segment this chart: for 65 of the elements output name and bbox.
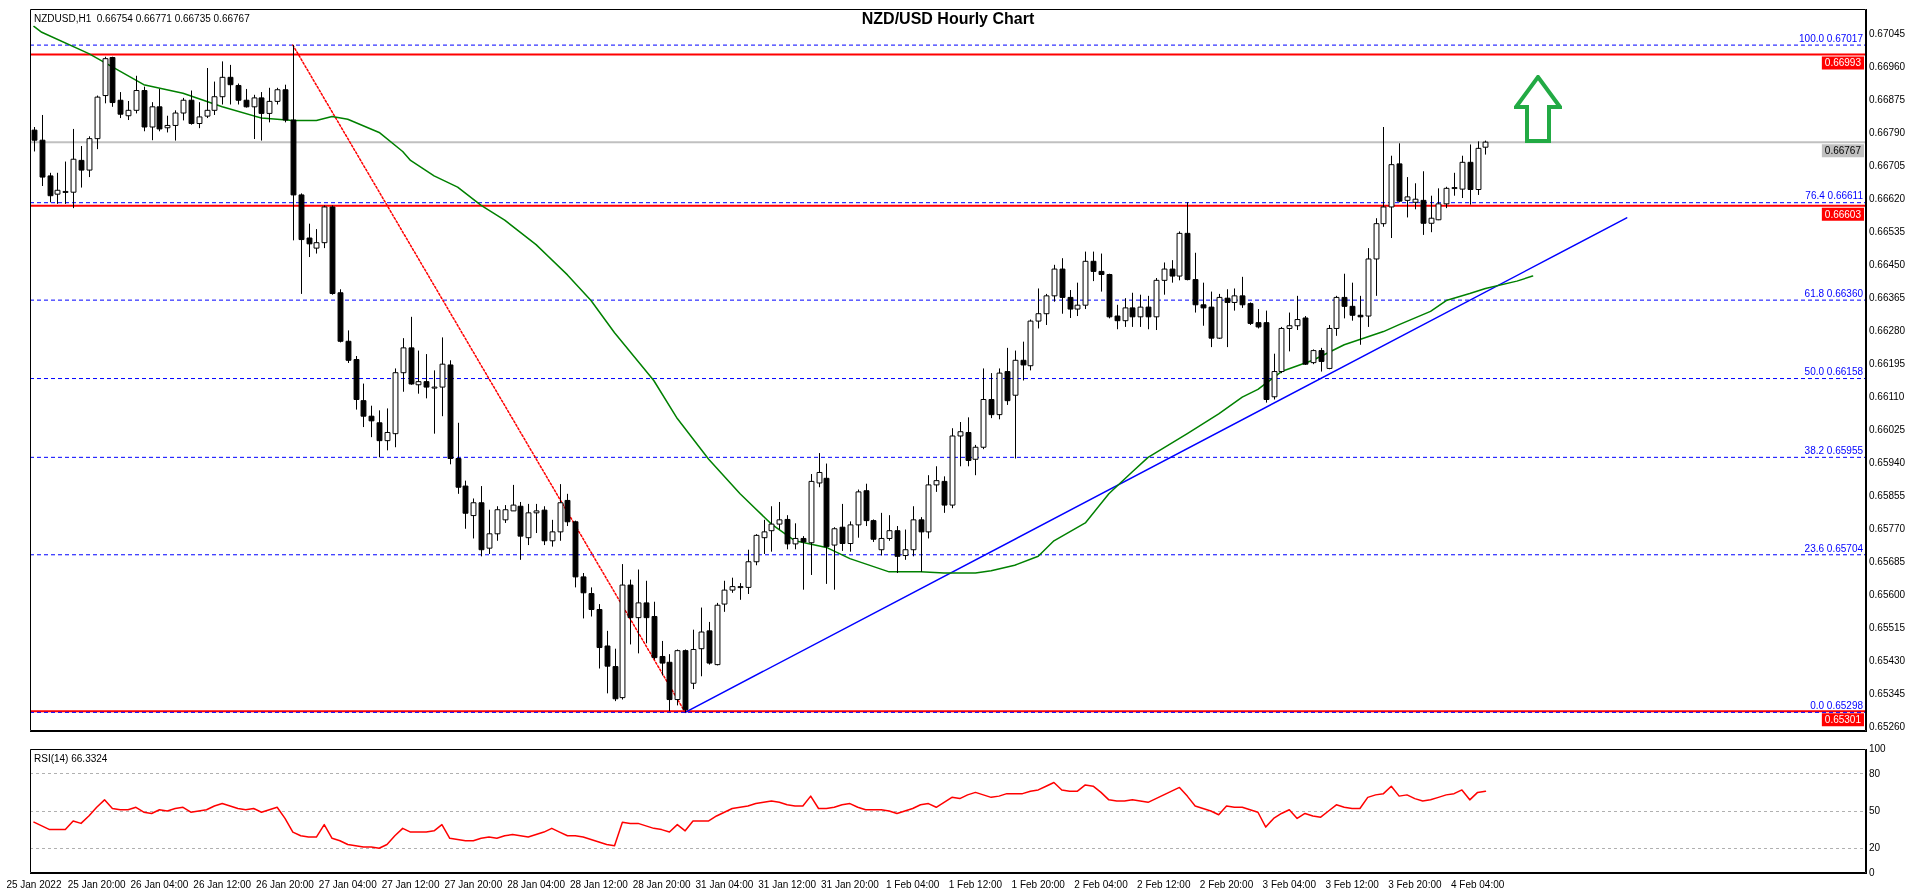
y-tick-label: 0.65430	[1869, 654, 1906, 666]
x-tick-label: 26 Jan 20:00	[256, 878, 315, 890]
y-tick-label: 0.66280	[1869, 324, 1906, 336]
y-tick-label: 0.66110	[1869, 390, 1905, 402]
ref-line-label: 0.66993	[1824, 57, 1862, 69]
ref-line-label: 0.0 0.65298	[1810, 700, 1864, 712]
y-tick-label: 20	[1869, 841, 1881, 853]
y-tick-label: 0.66365	[1869, 291, 1906, 303]
y-tick-label: 100	[1869, 742, 1887, 754]
y-tick-label: 0.65685	[1869, 555, 1906, 567]
annotation: NZDUSD,H1 0.66754 0.66771 0.66735 0.66767	[34, 12, 251, 24]
ref-line-label: 0.66603	[1824, 208, 1862, 220]
ref-line-label: 100.0 0.67017	[1799, 32, 1864, 44]
x-tick-label: 1 Feb 12:00	[948, 878, 1003, 890]
x-tick-label: 26 Jan 12:00	[193, 878, 252, 890]
x-tick-label: 28 Jan 04:00	[507, 878, 566, 890]
y-tick-label: 80	[1869, 767, 1881, 779]
y-tick-label: 0.65770	[1869, 522, 1906, 534]
y-tick-label: 0.65940	[1869, 456, 1906, 468]
ref-line-label: 76.4 0.66611	[1805, 190, 1864, 202]
y-tick-label: 0.66025	[1869, 423, 1906, 435]
x-tick-label: 4 Feb 04:00	[1450, 878, 1505, 890]
ref-line-label: 50.0 0.66158	[1804, 366, 1864, 378]
x-tick-label: 28 Jan 12:00	[569, 878, 629, 890]
x-tick-label: 31 Jan 04:00	[695, 878, 754, 890]
x-tick-label: 2 Feb 12:00	[1137, 878, 1191, 890]
x-tick-label: 25 Jan 20:00	[67, 878, 127, 890]
x-tick-label: 1 Feb 04:00	[886, 878, 940, 890]
y-tick-label: 0.65515	[1869, 621, 1906, 633]
y-tick-label: 50	[1869, 804, 1881, 816]
x-tick-label: 2 Feb 04:00	[1074, 878, 1129, 890]
x-tick-label: 31 Jan 12:00	[758, 878, 817, 890]
x-tick-label: 31 Jan 20:00	[821, 878, 880, 890]
x-tick-label: 27 Jan 12:00	[381, 878, 440, 890]
x-tick-label: 26 Jan 04:00	[130, 878, 189, 890]
y-tick-label: 0	[1869, 866, 1875, 878]
y-tick-label: 0.66875	[1869, 93, 1906, 105]
y-tick-label: 0.66960	[1869, 60, 1906, 72]
x-tick-label: 1 Feb 20:00	[1011, 878, 1066, 890]
y-tick-label: 0.66535	[1869, 225, 1906, 237]
y-tick-label: 0.65600	[1869, 588, 1906, 600]
x-tick-label: 2 Feb 20:00	[1199, 878, 1254, 890]
y-tick-label: 0.66790	[1869, 126, 1906, 138]
x-tick-label: 25 Jan 2022	[6, 878, 62, 890]
ref-line-label: 0.66767	[1824, 144, 1862, 156]
x-tick-label: 27 Jan 20:00	[444, 878, 503, 890]
x-tick-label: 27 Jan 04:00	[318, 878, 378, 890]
y-tick-label: 0.66450	[1869, 258, 1906, 270]
x-tick-label: 28 Jan 20:00	[632, 878, 691, 890]
x-tick-label: 3 Feb 20:00	[1388, 878, 1442, 890]
ref-line-label: 61.8 0.66360	[1804, 287, 1864, 299]
y-tick-label: 0.65855	[1869, 489, 1906, 501]
x-tick-label: 3 Feb 12:00	[1325, 878, 1380, 890]
ref-line-label: 38.2 0.65955	[1804, 445, 1864, 457]
y-tick-label: 0.65345	[1869, 687, 1906, 699]
y-tick-label: 0.66620	[1869, 192, 1906, 204]
chart-title: RSI(14) 66.3324	[34, 752, 108, 764]
x-tick-label: 3 Feb 04:00	[1262, 878, 1317, 890]
ref-line-label: 0.65301	[1824, 713, 1862, 725]
y-tick-label: 0.67045	[1869, 27, 1906, 39]
y-tick-label: 0.66705	[1869, 159, 1906, 171]
y-tick-label: 0.65260	[1869, 720, 1906, 732]
y-tick-label: 0.66195	[1869, 357, 1906, 369]
ref-line-label: 23.6 0.65704	[1804, 542, 1864, 554]
chart-title: NZD/USD Hourly Chart	[861, 10, 1035, 28]
